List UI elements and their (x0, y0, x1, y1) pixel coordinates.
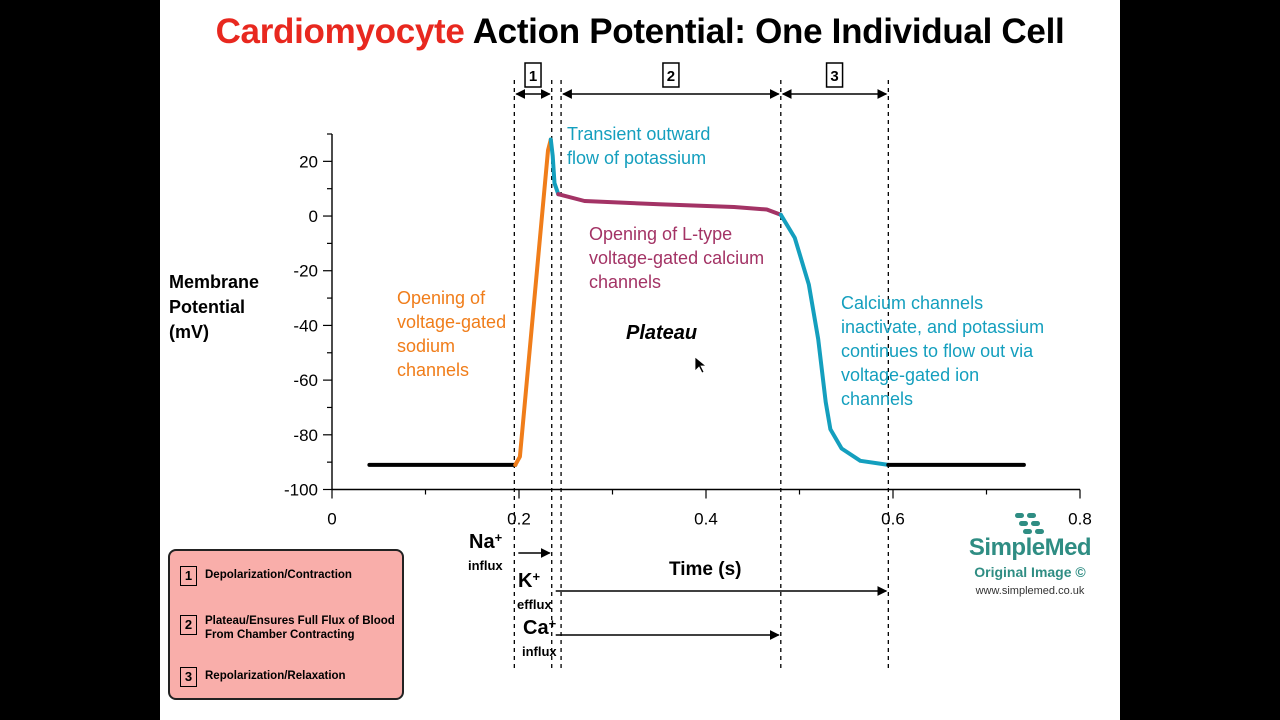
legend-text: Plateau/Ensures Full Flux of Blood From C… (205, 612, 395, 642)
phase-number-box (524, 62, 542, 88)
y-tick-label: -40 (293, 316, 318, 335)
x-tick-label: 0.8 (1068, 510, 1092, 529)
phase-legend: 1 Depolarization/Contraction 2 Plateau/E… (168, 549, 404, 700)
x-tick-label: 0.4 (694, 510, 718, 529)
x-tick-label: 0.2 (507, 510, 531, 529)
annotation-sodium-opening: sodium (397, 336, 455, 356)
annotation-repolarization: inactivate, and potassium (841, 317, 1044, 337)
slide-title: Cardiomyocyte Action Potential: One Indi… (160, 12, 1120, 52)
annotation-sodium-opening: channels (397, 360, 469, 380)
axis-labels: Membrane Potential (mV) Time (s) (169, 272, 742, 580)
legend-text: Depolarization/Contraction (205, 566, 352, 582)
phase-number: 3 (830, 68, 838, 85)
trace-plateau (556, 192, 783, 217)
action-potential-chart: 20 0 -20 -40 -60 -80 -100 0 0.2 0.4 0.6 0.8 1 2 3 Mem… (169, 62, 1092, 668)
phase-number-box (662, 62, 680, 88)
ion-symbol: K+ (518, 569, 540, 592)
annotation-repolarization: channels (841, 389, 913, 409)
legend-line: Depolarization/Contraction (205, 569, 352, 581)
phase-brackets: 1 2 3 (515, 62, 888, 99)
ion-symbol: Ca+ (523, 616, 557, 639)
annotation-transient-potassium: flow of potassium (567, 148, 706, 168)
legend-line: Repolarization/Relaxation (205, 670, 346, 682)
phase-number-box (825, 62, 844, 88)
brand-url: www.simplemed.co.uk (975, 585, 1085, 597)
legend-number: 1 (180, 566, 197, 586)
y-tick-label: -80 (293, 426, 318, 445)
legend-line: Plateau/Ensures Full Flux of Blood (205, 615, 395, 627)
annotations: Transient outward flow of potassium Openin… (397, 124, 1044, 409)
annotation-plateau: Plateau (626, 322, 697, 344)
phase-boundaries (513, 80, 889, 668)
axes: 20 0 -20 -40 -60 -80 -100 0 0.2 0.4 0.6 0.8 (284, 133, 1092, 529)
title-rest: Action Potential: One Individual Cell (472, 12, 1065, 51)
y-tick-label: -100 (284, 481, 318, 500)
annotation-repolarization: continues to flow out via (841, 341, 1034, 361)
x-axis-label: Time (s) (669, 559, 742, 580)
ion-flows: Na+ influx K+ efflux Ca+ influx (468, 530, 888, 659)
ion-symbol: Na+ (469, 530, 503, 553)
ion-flow-direction: efflux (517, 597, 552, 612)
x-tick-label: 0.6 (881, 510, 905, 529)
y-axis-label: Potential (169, 297, 245, 317)
legend-line: From Chamber Contracting (205, 629, 355, 641)
y-axis-label: Membrane (169, 272, 259, 292)
annotation-sodium-opening: voltage-gated (397, 312, 506, 332)
trace-transient-outward (548, 137, 561, 197)
y-tick-label: 20 (299, 152, 318, 171)
voltage-trace (367, 137, 1026, 467)
title-accent: Cardiomyocyte (215, 12, 465, 51)
y-axis-label: (mV) (169, 322, 209, 342)
y-tick-label: 0 (309, 207, 318, 226)
ion-flow-direction: influx (522, 644, 557, 659)
simplemed-logo-icon (1015, 513, 1044, 534)
annotation-repolarization: Calcium channels (841, 293, 983, 313)
simplemed-brand: SimpleMed Original Image © www.simplemed… (940, 510, 1120, 597)
legend-number: 2 (180, 615, 197, 635)
legend-item-2: 2 Plateau/Ensures Full Flux of Blood From… (180, 612, 395, 642)
annotation-calcium-plateau: voltage-gated calcium (589, 248, 764, 268)
legend-item-3: 3 Repolarization/Relaxation (180, 667, 346, 687)
phase-number: 2 (667, 68, 675, 85)
trace-depolarization (513, 137, 553, 467)
legend-item-1: 1 Depolarization/Contraction (180, 566, 352, 586)
legend-number: 3 (180, 667, 197, 687)
y-tick-label: -20 (293, 262, 318, 281)
slide: Cardiomyocyte Action Potential: One Indi… (160, 0, 1120, 720)
annotation-calcium-plateau: channels (589, 272, 661, 292)
annotation-repolarization: voltage-gated ion (841, 365, 979, 385)
annotation-sodium-opening: Opening of (397, 288, 486, 308)
y-tick-label: -60 (293, 371, 318, 390)
phase-number: 1 (529, 68, 537, 85)
brand-name: SimpleMed (968, 534, 1092, 561)
cursor-icon (694, 356, 708, 374)
annotation-transient-potassium: Transient outward (567, 124, 710, 144)
brand-subtitle: Original Image © (974, 564, 1086, 580)
annotation-calcium-plateau: Opening of L-type (589, 224, 732, 244)
x-tick-label: 0 (327, 510, 336, 529)
legend-text: Repolarization/Relaxation (205, 667, 346, 683)
ion-flow-direction: influx (468, 558, 503, 573)
trace-repolarization (778, 212, 891, 467)
